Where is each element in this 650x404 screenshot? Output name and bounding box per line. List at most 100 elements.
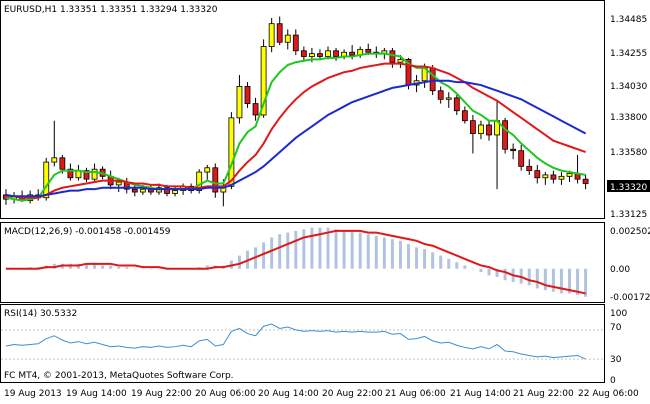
time-label: 20 Aug 14:00 [258,389,319,399]
macd-histogram-bar [559,268,563,294]
macd-axis-label: 0.002502 [610,227,650,237]
time-label: 20 Aug 22:00 [322,389,383,399]
price-label: 1.33580 [610,148,647,158]
macd-histogram-bar [133,268,137,270]
macd-histogram-bar [302,229,306,269]
bear-candle [534,170,541,179]
bull-candle [325,50,331,57]
moving-average-blue [5,79,587,198]
macd-histogram-bar [237,255,241,269]
macd-histogram-bar [205,265,209,269]
macd-histogram-bar [374,235,378,269]
macd-histogram-bar [85,263,88,269]
price-label: 1.34485 [610,15,647,25]
rsi-line [5,323,586,360]
bull-candle [308,53,315,57]
macd-histogram-bar [535,268,539,289]
macd-histogram-bar [278,234,282,269]
time-label: 19 Aug 2013 [4,389,62,399]
bull-candle [558,175,565,180]
macd-histogram-bar [270,237,274,269]
time-label: 21 Aug 22:00 [513,389,574,399]
bull-candle [566,173,573,177]
bull-candle [139,188,146,193]
moving-average-green [5,52,586,202]
bear-candle [333,50,339,57]
macd-histogram-bar [407,244,410,269]
bull-candle [196,171,203,192]
bear-candle [276,23,283,43]
macd-histogram-bar [318,227,322,269]
bear-candle [526,165,533,172]
current-price-label: 1.33320 [610,183,647,193]
rsi-header: RSI(14) 30.5332 [4,309,77,319]
macd-histogram-bar [149,268,153,270]
rsi-axis-label: 30 [610,355,622,365]
bull-candle [260,46,267,116]
bear-candle [437,90,444,100]
macd-histogram-bar [286,232,290,269]
bull-candle [204,167,211,173]
bear-candle [502,120,509,150]
macd-histogram-bar [101,265,105,269]
bull-candle [228,117,235,187]
macd-header: MACD(12,26,9) -0.001458 -0.001459 [4,227,171,237]
macd-histogram-bar [551,268,555,292]
macd-histogram-bar [326,227,330,269]
price-label: 1.34030 [610,82,647,92]
macd-histogram-bar [576,268,580,296]
bear-candle [469,120,476,134]
time-label: 21 Aug 14:00 [450,389,511,399]
macd-histogram-bar [495,268,499,277]
time-label: 19 Aug 14:00 [66,389,127,399]
macd-histogram-bar [584,268,588,297]
bull-candle [236,86,243,119]
bull-candle [91,168,98,180]
price-label: 1.33125 [610,210,647,220]
macd-histogram-bar [447,258,451,269]
macd-histogram-bar [431,252,435,269]
time-axis: 19 Aug 2013 19 Aug 14:00 19 Aug 22:00 20… [4,389,639,399]
copyright-text: FC MT4, © 2001-2013, MetaQuotes Software… [4,371,234,381]
rsi-frame [0,304,605,383]
macd-histogram-bar [398,240,402,269]
bull-candle [542,174,549,179]
macd-histogram-bar [527,268,531,286]
macd-histogram-bar [503,268,507,281]
bull-candle [397,58,404,63]
moving-average-red [6,62,586,199]
macd-histogram-bar [294,230,298,269]
time-label: 21 Aug 06:00 [385,389,446,399]
macd-histogram-bar [455,262,459,269]
macd-indicator [4,227,588,297]
bear-candle [389,50,396,63]
bull-candle [445,97,452,100]
macd-histogram-bar [262,242,266,269]
rsi-axis-label: 70 [610,323,622,333]
macd-histogram-bar [141,268,145,270]
main-price-chart [3,16,589,207]
bull-candle [478,124,484,134]
macd-histogram-bar [415,247,419,269]
macd-histogram-bar [423,249,427,269]
bear-candle [518,150,525,167]
bear-candle [510,148,517,152]
macd-axis-label: -0.001725 [610,293,650,303]
bear-candle [292,34,299,52]
bear-candle [83,170,90,180]
main-chart-header: EURUSD,H1 1.33351 1.33351 1.33294 1.3332… [4,5,218,15]
bull-candle [172,190,178,194]
bear-candle [550,174,557,180]
macd-histogram-bar [487,268,491,276]
bull-candle [43,161,50,199]
macd-histogram-bar [471,268,475,270]
bear-candle [453,97,460,112]
bear-candle [59,157,66,170]
bull-candle [268,23,275,47]
macd-axis-label: 0.00 [610,265,630,275]
bear-candle [244,86,251,104]
bear-candle [212,167,219,193]
time-label: 19 Aug 22:00 [131,389,192,399]
